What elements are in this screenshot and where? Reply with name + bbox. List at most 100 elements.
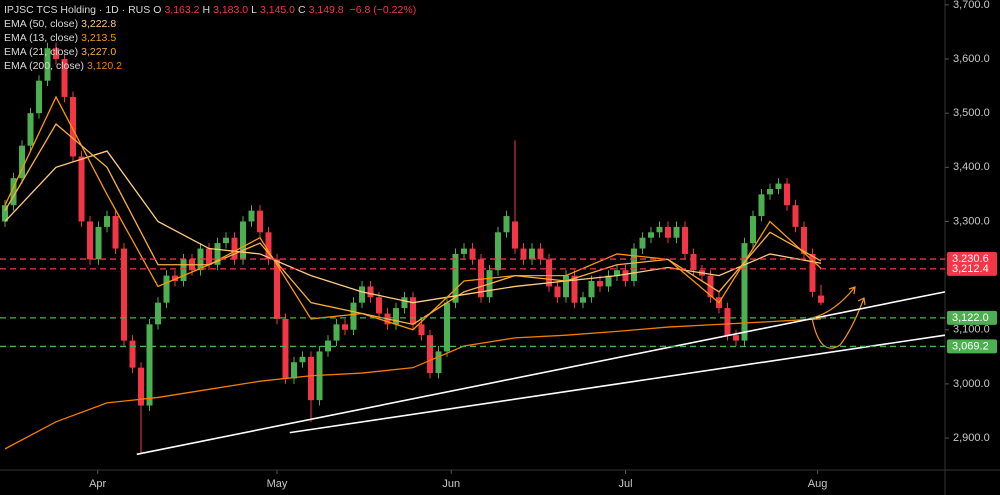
candle-body — [554, 286, 561, 298]
candle-body — [44, 48, 51, 81]
x-tick-label: Jun — [442, 478, 460, 490]
ema-line — [4, 123, 822, 326]
candle-body — [274, 259, 281, 319]
candle-body — [19, 145, 26, 179]
projection-arrow — [811, 286, 856, 319]
candle-body — [401, 297, 408, 309]
candle-body — [172, 275, 179, 282]
candle-body — [376, 297, 383, 314]
candle-body — [393, 308, 400, 325]
candle-body — [647, 232, 654, 238]
legend-value: 3,213.5 — [81, 32, 117, 44]
candle-body — [61, 59, 68, 97]
candle-body — [494, 232, 501, 271]
legend-entry: EMA (200, close) 3,120.2 — [4, 59, 419, 73]
candle-body — [545, 259, 552, 287]
legend-entry: EMA (50, close) 3,222.8 — [4, 17, 419, 31]
candle-body — [112, 216, 119, 249]
candle-body — [257, 210, 264, 233]
price-label-box — [947, 261, 997, 276]
candle-body — [817, 295, 824, 303]
legend: IPJSC TCS Holding · 1D · RUS O 3,163.2 H 3,1… — [4, 3, 419, 73]
candle-body — [248, 210, 255, 222]
projection-arrow — [811, 297, 865, 349]
legend-name: EMA (200, close) — [4, 60, 84, 72]
candle-body — [350, 302, 357, 330]
candle-body — [10, 178, 17, 206]
candle-body — [562, 275, 569, 298]
ohlc-value: 3,163.2 — [164, 4, 200, 16]
candle-body — [138, 367, 145, 406]
candle-body — [766, 188, 773, 195]
candle-body — [27, 113, 34, 146]
candle-body — [605, 275, 612, 287]
ohlc-key: O — [153, 4, 162, 16]
y-tick-label: 3,000.0 — [953, 378, 990, 390]
y-tick-label: 3,500.0 — [953, 107, 990, 119]
candle-body — [528, 248, 535, 260]
candle-body — [155, 302, 162, 325]
x-tick-label: May — [267, 478, 288, 490]
candle-body — [87, 221, 94, 260]
candle-body — [571, 275, 578, 303]
legend-name: EMA (50, close) — [4, 18, 79, 30]
candle-body — [359, 286, 366, 303]
y-tick-label: 3,700.0 — [953, 0, 990, 11]
candle-body — [223, 237, 230, 244]
candle-body — [325, 340, 332, 352]
arrow-head — [848, 286, 856, 295]
legend-entry: EMA (13, close) 3,213.5 — [4, 31, 419, 45]
y-tick-label: 3,600.0 — [953, 53, 990, 65]
candle-body — [206, 248, 213, 265]
legend-value: 3,222.8 — [81, 18, 117, 30]
candle-body — [664, 226, 671, 238]
legend-name: EMA (21, close) — [4, 46, 79, 58]
candle-body — [78, 156, 85, 222]
candle-body — [2, 205, 9, 222]
candle-body — [596, 281, 603, 287]
legend-name: EMA (13, close) — [4, 32, 79, 44]
candle-body — [146, 324, 153, 406]
ohlc-key: L — [251, 4, 257, 16]
candle-body — [579, 297, 586, 303]
candle-body — [308, 356, 315, 401]
candle-body — [461, 248, 468, 254]
candle-body — [588, 281, 595, 298]
candle-body — [427, 335, 434, 374]
y-tick-label: 3,300.0 — [953, 215, 990, 227]
candle-body — [240, 221, 247, 260]
y-tick-label: 3,100.0 — [953, 324, 990, 336]
ema-legend: EMA (50, close) 3,222.8 EMA (13, close) 3,2… — [4, 17, 419, 73]
x-tick-label: Apr — [89, 478, 106, 490]
y-tick-label: 3,400.0 — [953, 161, 990, 173]
candle-body — [639, 237, 646, 249]
candle-body — [775, 183, 782, 189]
arrow-head — [857, 297, 866, 306]
candle-body — [121, 248, 128, 341]
candle-body — [630, 248, 637, 282]
candle-body — [418, 324, 425, 336]
candle-body — [282, 318, 289, 379]
ohlc-key: H — [202, 4, 211, 16]
x-tick-label: Aug — [808, 478, 828, 490]
candle-body — [231, 237, 238, 260]
candle-body — [758, 194, 765, 217]
candle-body — [469, 248, 476, 260]
candle-body — [800, 226, 807, 254]
symbol: IPJSC TCS Holding · 1D · RUS — [4, 4, 151, 16]
candle-body — [741, 243, 748, 341]
legend-value: 3,227.0 — [81, 46, 117, 58]
candle-body — [163, 275, 170, 303]
candle-body — [444, 302, 451, 352]
candle-body — [724, 308, 731, 336]
candle-body — [367, 286, 374, 298]
ohlc-value: 3,149.8 — [308, 4, 344, 16]
x-tick-label: Jul — [618, 478, 632, 490]
trend-line — [136, 291, 946, 456]
candle-body — [690, 253, 697, 271]
candle-body — [511, 221, 518, 249]
candle-body — [104, 216, 111, 227]
candle-body — [214, 243, 221, 265]
price-label-box — [947, 310, 997, 325]
